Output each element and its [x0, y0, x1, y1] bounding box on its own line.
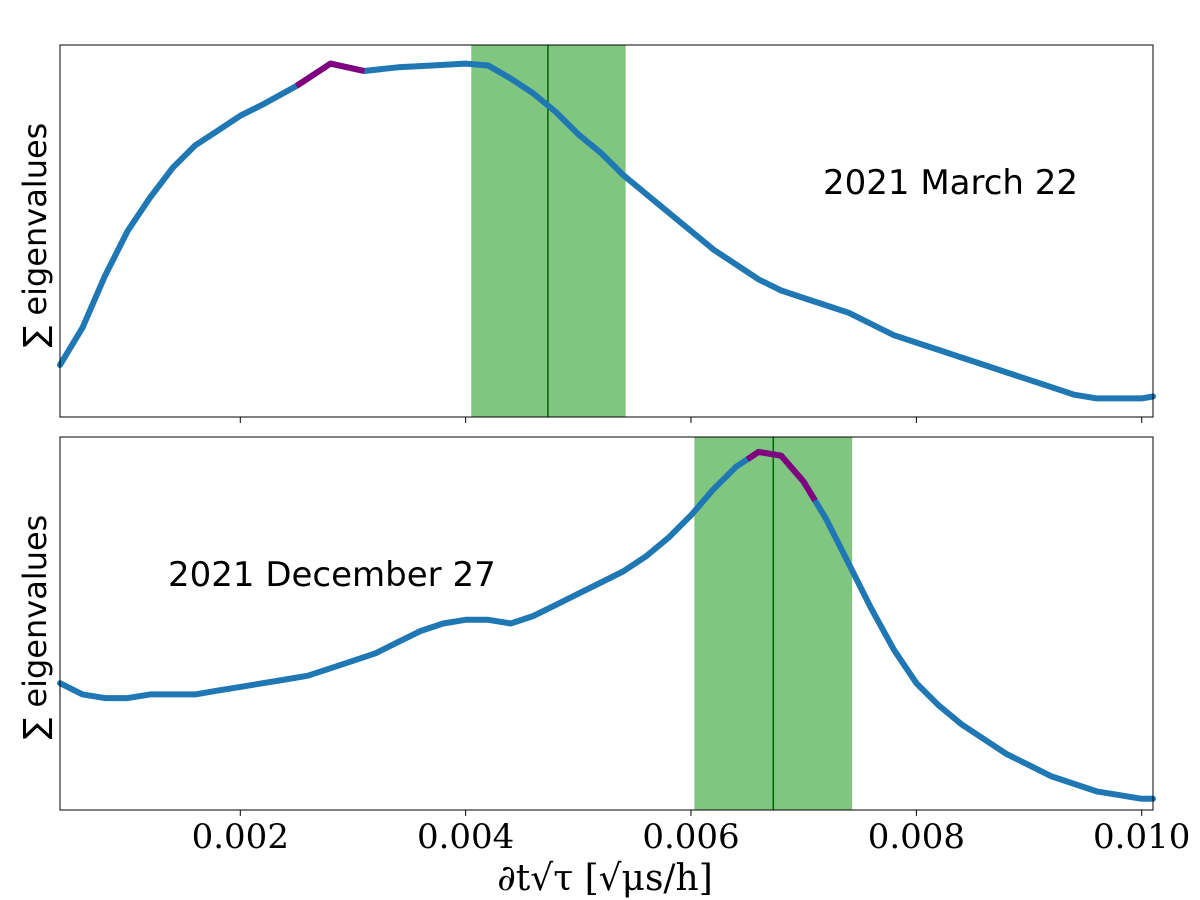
xtick-label: 0.004 [417, 817, 514, 857]
xtick-label: 0.006 [642, 817, 739, 857]
bottom-panel: 0.002 0.004 0.006 0.008 0.010 2021 December … [16, 436, 1190, 857]
xtick-label: 0.010 [1093, 817, 1190, 857]
xtick-label: 0.008 [868, 817, 965, 857]
bottom-series-line [57, 448, 1156, 802]
bottom-panel-frame [59, 436, 1154, 811]
xtick-label: 0.002 [192, 817, 289, 857]
top-panel-frame [59, 44, 1154, 418]
top-panel: 2021 March 22 ∑ eigenvalues [16, 44, 1156, 423]
top-series-line [57, 60, 1156, 402]
top-ylabel: ∑ eigenvalues [16, 123, 54, 348]
bottom-ylabel: ∑ eigenvalues [16, 515, 54, 740]
top-peak-highlight [294, 60, 365, 89]
bottom-peak-highlight [745, 448, 818, 502]
top-annotation: 2021 March 22 [823, 163, 1078, 203]
bottom-annotation: 2021 December 27 [168, 555, 496, 595]
x-axis-label: ∂t√τ [√μs/h] [497, 858, 713, 899]
